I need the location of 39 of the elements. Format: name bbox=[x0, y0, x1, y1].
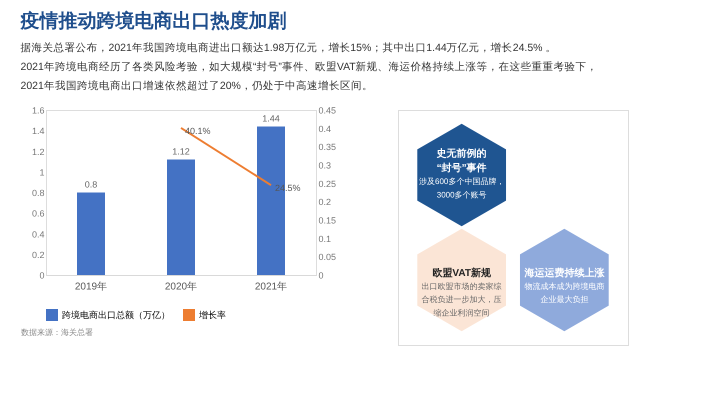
text: 涉及600多个中国品牌，3000多个账号 bbox=[418, 177, 504, 200]
y2-tick-label: 0.2 bbox=[318, 197, 332, 208]
x-tick-label: 2019年 bbox=[74, 280, 108, 292]
x-tick-label: 2020年 bbox=[164, 280, 198, 292]
y2-tick-label: 0.15 bbox=[318, 216, 336, 226]
y-tick-label: 1.6 bbox=[32, 106, 44, 116]
y2-tick-label: 0.1 bbox=[318, 234, 332, 244]
text: 物流成本成为跨境电商企业最大负担 bbox=[524, 282, 604, 304]
x-tick-label: 2021年 bbox=[254, 280, 288, 292]
y2-tick-label: 0.25 bbox=[318, 178, 336, 189]
y2-tick-label: 0 bbox=[318, 270, 324, 280]
text: 出口欧盟市场的卖家综合税负进一步加大，压缩企业利润空间 bbox=[422, 282, 502, 318]
data-label: 40.1% bbox=[185, 126, 211, 136]
chart-subtitle: 据海关总署公布，2021年我国跨境电商进出口额达1.98万亿元，增长15%；其中出口1.44万亿元，增长24.5% 。 2021年跨境电商经历了各类风险考验，如大规模“封号”事件、欧盟VAT新规、海运价格持续上涨等，在这些重重考验下， 2021年我国跨境电商出口增速依然超过了20%，仍处于中高速增长区间。 bbox=[20, 41, 598, 92]
y-tick-label: 0.2 bbox=[32, 250, 44, 260]
source-note: 数据来源：海关总署 bbox=[21, 328, 93, 337]
bar bbox=[167, 160, 195, 275]
y-tick-label: 1.2 bbox=[32, 146, 44, 157]
category-label: 海运运费持续上涨 bbox=[523, 266, 606, 279]
legend-label: 增长率 bbox=[198, 310, 226, 320]
y-tick-label: 0.8 bbox=[32, 188, 44, 198]
data-label: 1.12 bbox=[172, 146, 190, 156]
bar bbox=[77, 192, 105, 275]
y2-tick-label: 0.45 bbox=[318, 106, 336, 116]
category-label: 史无前例的 “封号”事件 bbox=[436, 147, 487, 174]
category-label: 欧盟VAT新规 bbox=[432, 266, 492, 279]
y2-tick-label: 0.35 bbox=[318, 142, 336, 152]
legend-label: 跨境电商出口总额（万亿） bbox=[62, 310, 170, 320]
y-tick-label: 0.6 bbox=[32, 208, 44, 219]
y2-tick-label: 0.4 bbox=[318, 124, 332, 134]
y-tick-label: 1.4 bbox=[32, 126, 44, 136]
data-label: 1.44 bbox=[262, 114, 280, 124]
y-tick-label: 0 bbox=[39, 270, 44, 280]
y2-tick-label: 0.05 bbox=[318, 252, 336, 262]
y2-tick-label: 0.3 bbox=[318, 160, 332, 170]
y-tick-label: 1 bbox=[39, 167, 44, 178]
data-label: 0.8 bbox=[84, 180, 98, 190]
chart-title: 疫情推动跨境电商出口热度加剧 bbox=[20, 10, 286, 32]
y-tick-label: 0.4 bbox=[32, 229, 44, 240]
